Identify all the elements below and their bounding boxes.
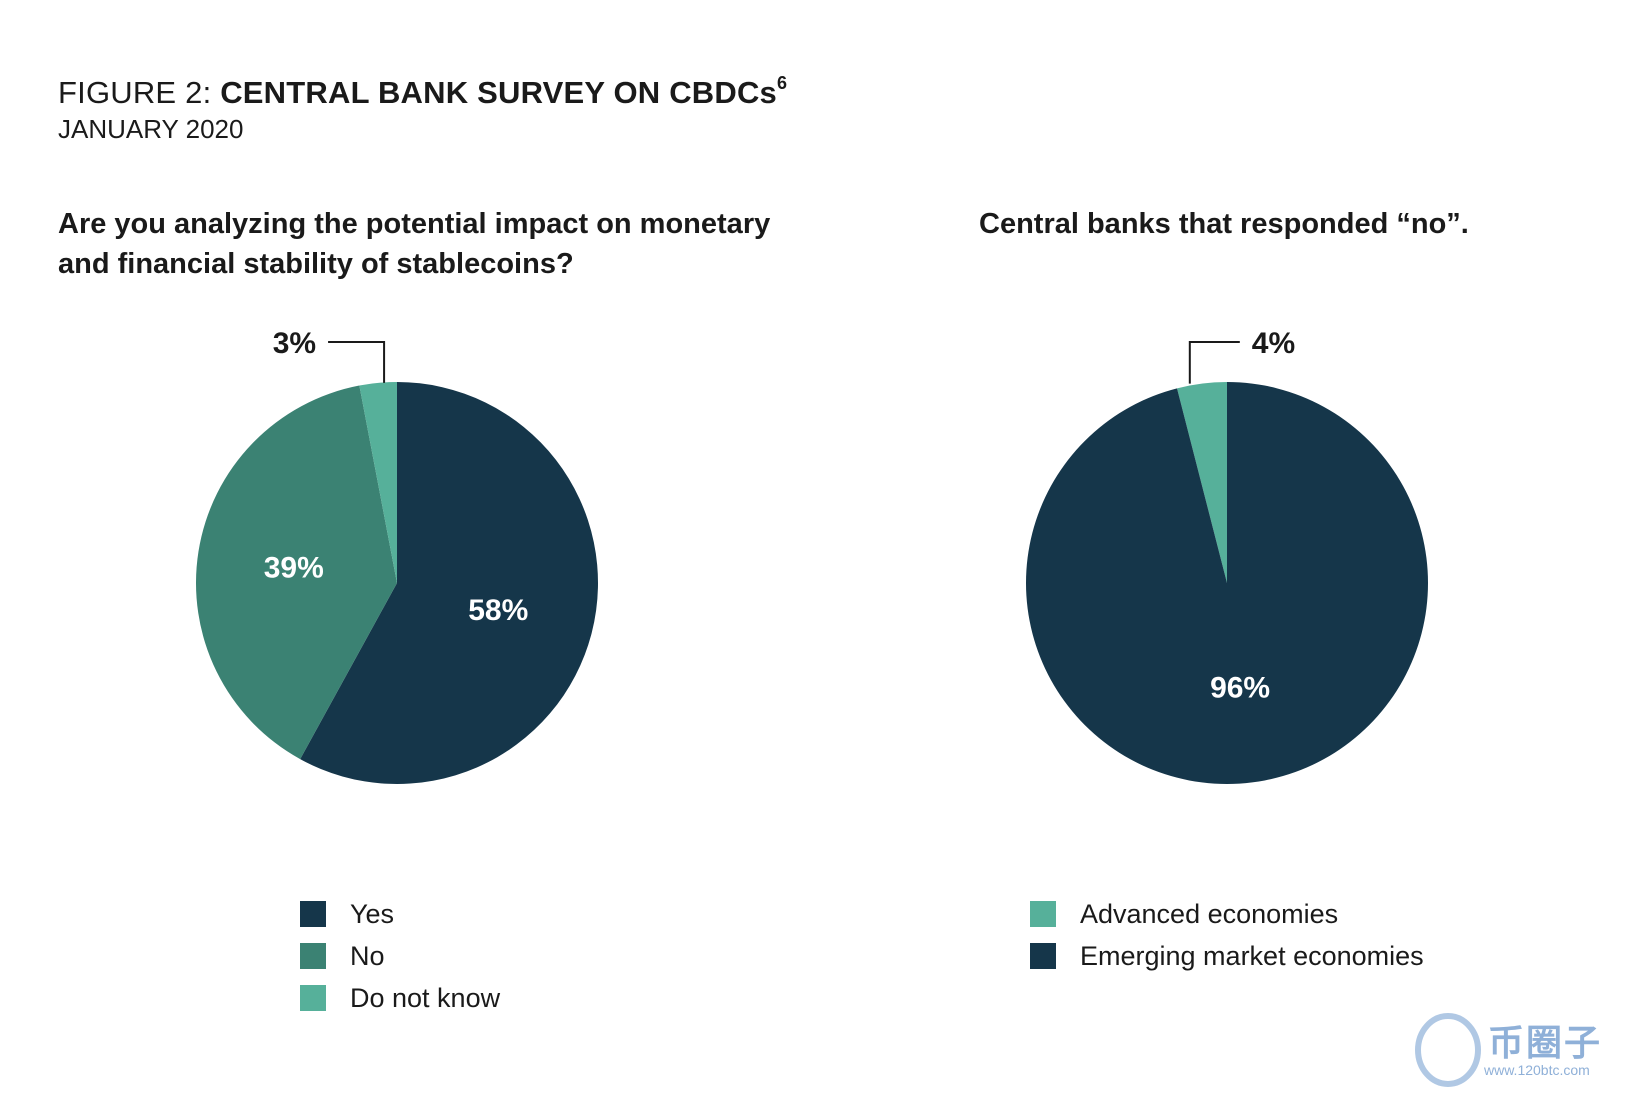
pie-slice-no [195, 385, 397, 760]
pie-slice-yes [300, 382, 598, 784]
pie-label-no: 39% [264, 552, 324, 585]
figure-title: FIGURE 2: CENTRAL BANK SURVEY ON CBDCs6 [58, 64, 787, 112]
legend-swatch-do-not-know [300, 985, 326, 1011]
pie-label-emerging-market-economies: 96% [1210, 672, 1270, 705]
pie-slice-emerging-market-economies [1026, 382, 1428, 784]
legend-item-no: No [300, 935, 500, 977]
pie-label-do-not-know: 3% [273, 327, 316, 360]
right-pie-chart: 4% 96% [1026, 327, 1428, 784]
legend-label-do-not-know: Do not know [350, 982, 501, 1013]
figure-date: JANUARY 2020 [58, 114, 244, 144]
watermark-logo-icon [1415, 1013, 1481, 1087]
watermark-url: www.120btc.com [1484, 1062, 1590, 1078]
legend-label-yes: Yes [350, 898, 395, 929]
right-chart-title: Central banks that responded “no”. [979, 208, 1469, 240]
pie-slice-do-not-know [359, 382, 397, 583]
watermark: 币圈子 www.120btc.com [1410, 1010, 1620, 1090]
left-chart-title: Are you analyzing the potential impact o… [58, 208, 771, 280]
left-pie-chart: 58% 39% 3% [195, 327, 598, 784]
legend-swatch-advanced-economies [1030, 901, 1056, 927]
right-legend: Advanced economies Emerging market econom… [1030, 893, 1424, 977]
legend-label-emerging-market-economies: Emerging market economies [1080, 940, 1424, 971]
figure-title-main: CENTRAL BANK SURVEY ON CBDCs [220, 75, 777, 110]
leader-line-do-not-know [328, 341, 386, 383]
legend-swatch-no [300, 943, 326, 969]
figure-header: FIGURE 2: CENTRAL BANK SURVEY ON CBDCs6 … [58, 64, 787, 144]
watermark-text: 币圈子 [1488, 1022, 1603, 1063]
pie-label-advanced-economies: 4% [1252, 327, 1295, 360]
left-legend: Yes No Do not know [300, 893, 500, 1019]
pie-label-yes: 58% [468, 594, 528, 627]
legend-label-advanced-economies: Advanced economies [1080, 898, 1339, 929]
legend-item-advanced-economies: Advanced economies [1030, 893, 1424, 935]
legend-item-emerging-market-economies: Emerging market economies [1030, 935, 1424, 977]
legend-swatch-emerging-market-economies [1030, 943, 1056, 969]
legend-item-yes: Yes [300, 893, 500, 935]
footnote-marker: 6 [777, 73, 788, 93]
legend-label-no: No [350, 940, 385, 971]
figure-title-prefix: FIGURE 2: [58, 75, 221, 110]
pie-slice-advanced-economies [1177, 382, 1227, 583]
legend-item-do-not-know: Do not know [300, 977, 500, 1019]
legend-swatch-yes [300, 901, 326, 927]
leader-line-advanced-economies [1188, 341, 1240, 384]
